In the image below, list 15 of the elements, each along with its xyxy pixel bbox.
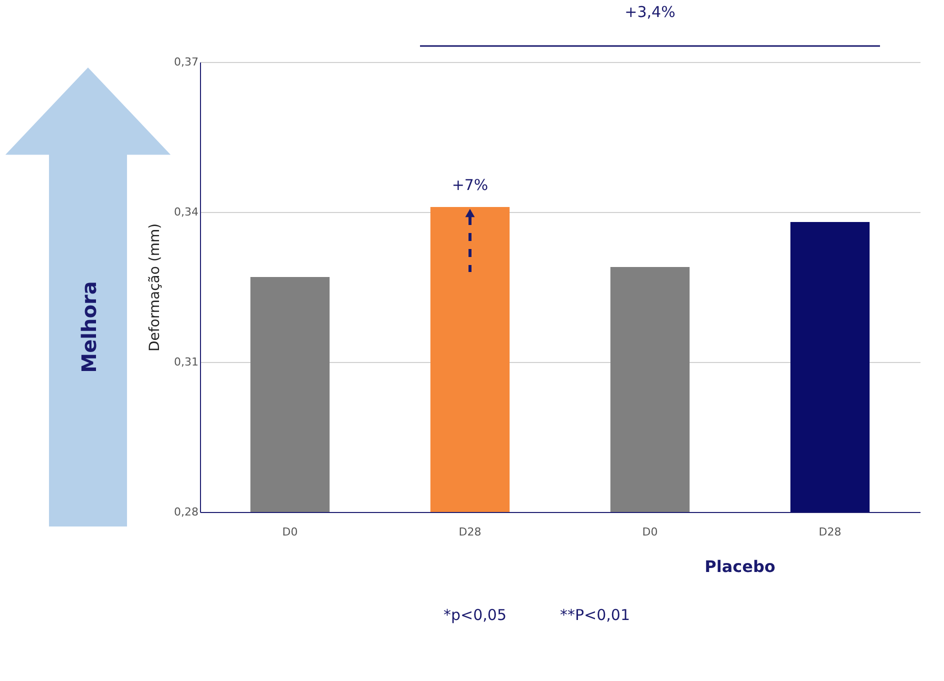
y-tick-label: 0,31 [174, 356, 198, 368]
y-tick-label: 0,37 [174, 56, 198, 68]
y-tick-label: 0,34 [174, 206, 198, 218]
y-tick-label: 0,28 [174, 506, 198, 518]
text: +3,4% [624, 3, 676, 21]
y-axis-title: Deformação (mm) [147, 223, 164, 352]
x-tick-label: D0 [282, 526, 298, 538]
text: Placebo [704, 557, 776, 576]
x-tick-label: D0 [642, 526, 658, 538]
text: *p<0,05 [444, 606, 506, 624]
text: **P<0,01 [560, 606, 630, 624]
x-tick-label: D28 [458, 526, 482, 538]
x-tick-label: D28 [818, 526, 842, 538]
text: Melhora [77, 281, 101, 373]
annotation: +7% [452, 176, 488, 194]
